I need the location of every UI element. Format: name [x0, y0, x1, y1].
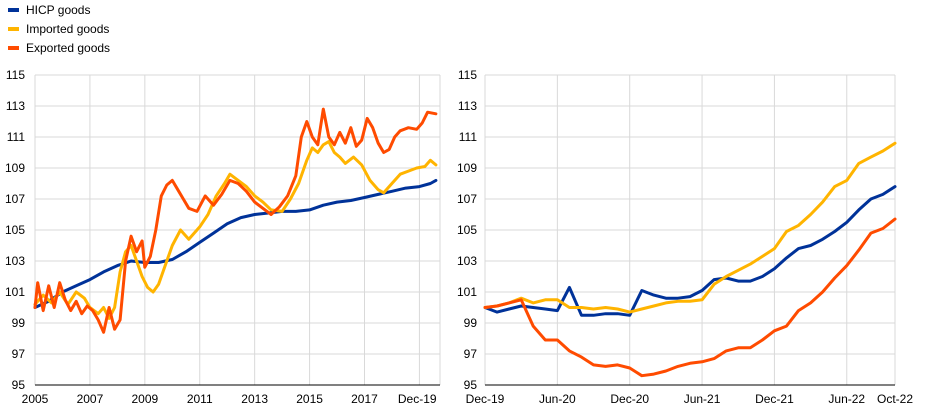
legend-swatch-imported-goods: [8, 26, 19, 31]
chart-right-recent-goods-prices: 95 97 99 101 103 105 107 109 111 113 115 Dec-19 Jun-…: [457, 68, 913, 406]
legend: HICP goods Imported goods Exported goods: [8, 0, 110, 57]
legend-swatch-hicp-goods: [8, 7, 19, 12]
y-tick-label: 115: [458, 68, 477, 82]
x-tick-label: Oct-22: [877, 392, 913, 406]
y-tick-label: 109: [5, 161, 25, 175]
series-line-exported-goods: [483, 217, 897, 378]
x-tick-label: 2007: [77, 392, 104, 406]
x-tick-label: Jun-20: [539, 392, 576, 406]
y-tick-label: 113: [6, 99, 25, 113]
y-tick-label: 101: [457, 285, 477, 299]
x-tick-label: Dec-19: [398, 392, 437, 406]
y-tick-label: 97: [12, 347, 26, 361]
y-tick-label: 105: [5, 223, 25, 237]
chart-left-goods-prices: 95 97 99 101 103 105 107 109 111 113 115 2005 2007 20…: [5, 68, 441, 406]
x-tick-label: 2005: [22, 392, 49, 406]
x-tick-label: 2015: [296, 392, 323, 406]
legend-swatch-exported-goods: [8, 45, 19, 50]
x-tick-label: Dec-21: [755, 392, 794, 406]
y-tick-label: 103: [457, 254, 477, 268]
y-tick-label: 115: [6, 68, 25, 82]
y-tick-label: 97: [464, 347, 478, 361]
legend-item-imported-goods: Imported goods: [8, 19, 110, 38]
series-line-imported-goods: [483, 141, 897, 314]
x-tick-label: Dec-19: [466, 392, 505, 406]
x-tick-label: 2013: [241, 392, 268, 406]
legend-label: Imported goods: [26, 21, 110, 36]
y-tick-label: 105: [457, 223, 477, 237]
series-line-hicp-goods: [483, 185, 897, 317]
x-tick-label: Jun-21: [684, 392, 721, 406]
y-tick-label: 101: [5, 285, 25, 299]
legend-item-hicp-goods: HICP goods: [8, 0, 110, 19]
series-line-hicp-goods: [33, 178, 438, 309]
x-tick-label: Jun-22: [828, 392, 865, 406]
series-line-exported-goods: [33, 107, 438, 334]
x-tick-label: 2009: [131, 392, 158, 406]
y-tick-label: 111: [459, 130, 478, 144]
legend-label: Exported goods: [26, 40, 111, 55]
x-tick-label: 2011: [187, 392, 213, 406]
y-tick-label: 95: [12, 378, 26, 392]
y-tick-label: 99: [12, 316, 26, 330]
y-tick-label: 107: [5, 192, 25, 206]
y-tick-label: 109: [457, 161, 477, 175]
y-tick-label: 95: [464, 378, 478, 392]
y-tick-label: 113: [458, 99, 477, 113]
y-tick-label: 103: [5, 254, 25, 268]
legend-label: HICP goods: [26, 2, 91, 17]
y-tick-label: 99: [464, 316, 478, 330]
legend-item-exported-goods: Exported goods: [8, 38, 110, 57]
y-tick-label: 107: [457, 192, 477, 206]
series-line-imported-goods: [33, 140, 438, 320]
x-tick-label: 2017: [351, 392, 378, 406]
y-tick-label: 111: [7, 130, 26, 144]
x-tick-label: Dec-20: [610, 392, 649, 406]
